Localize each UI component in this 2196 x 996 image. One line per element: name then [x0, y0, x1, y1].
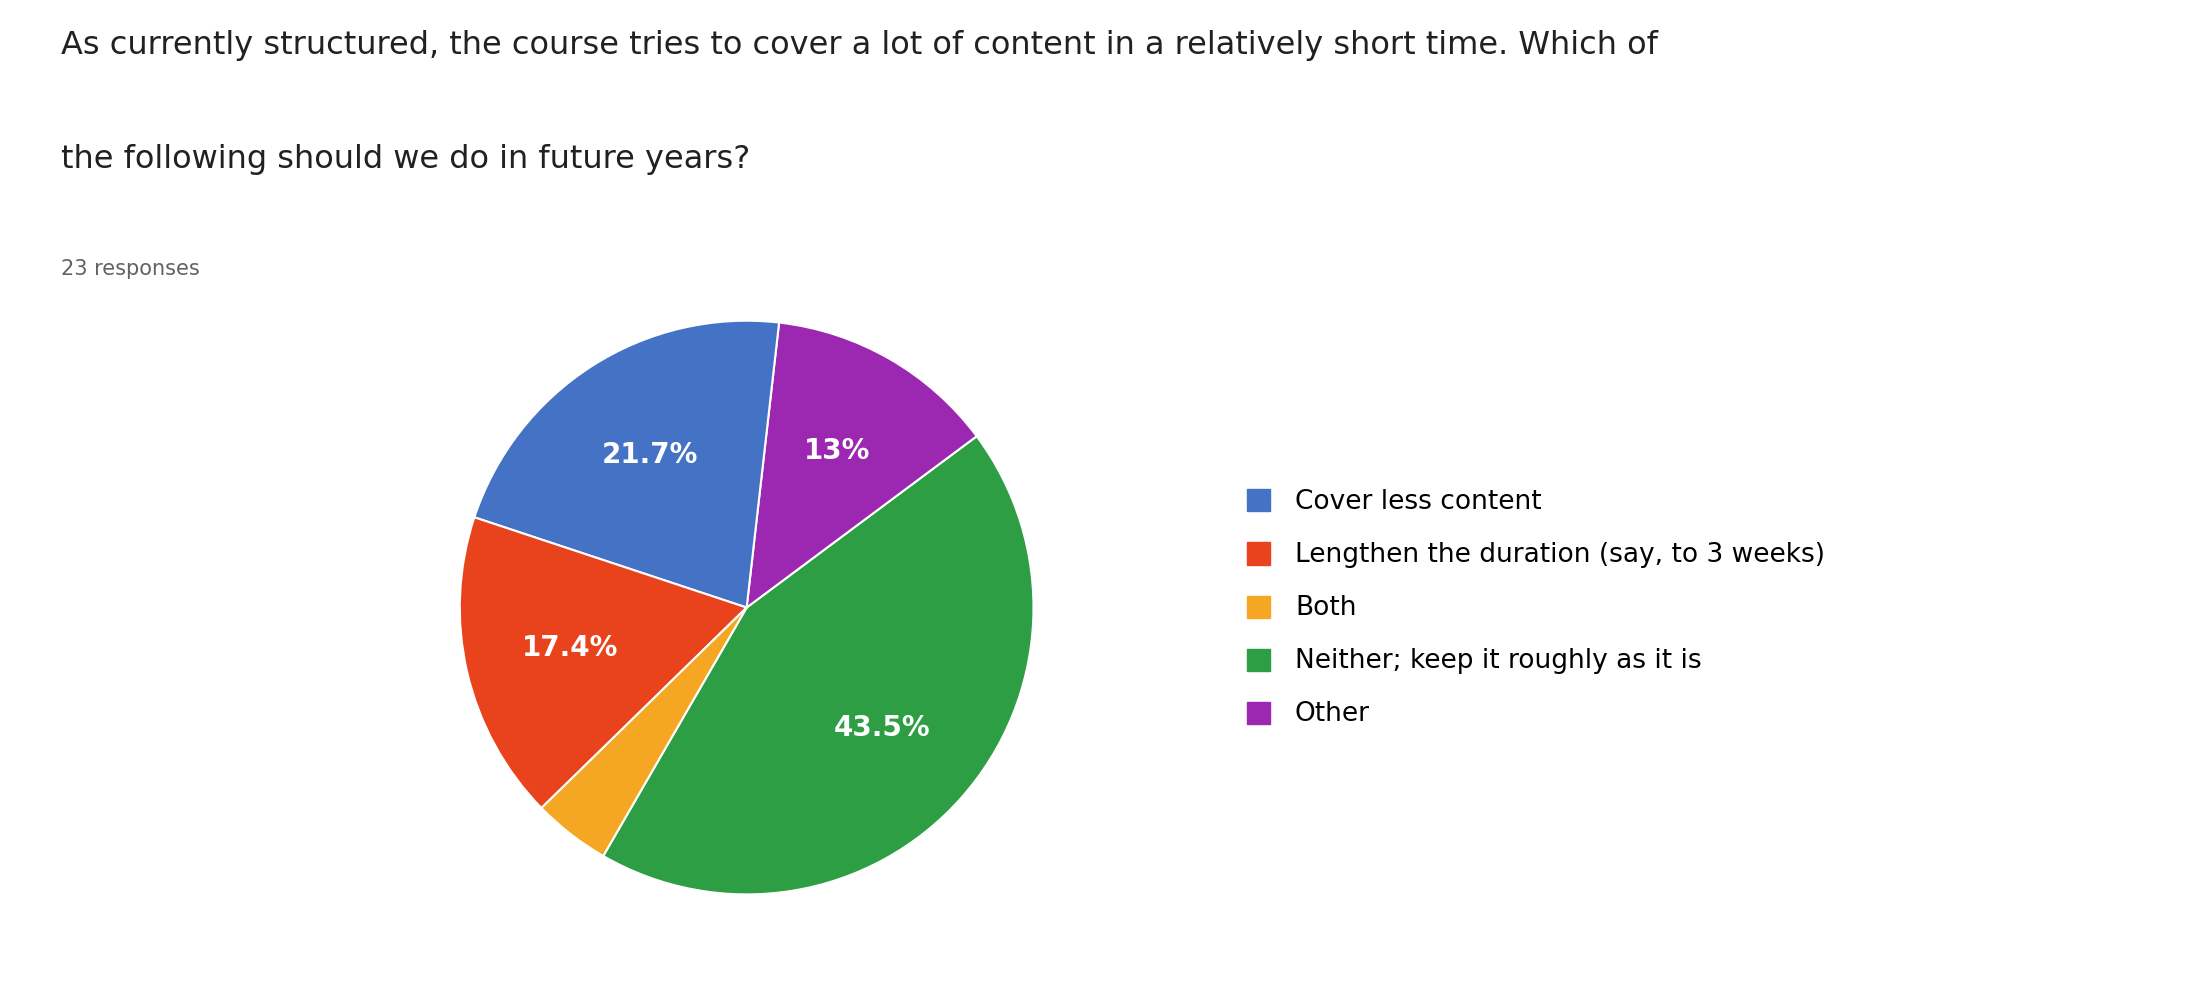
Text: 21.7%: 21.7% [602, 441, 698, 469]
Wedge shape [604, 436, 1034, 894]
Text: 43.5%: 43.5% [832, 714, 929, 742]
Wedge shape [747, 323, 977, 608]
Text: the following should we do in future years?: the following should we do in future yea… [61, 144, 751, 175]
Text: As currently structured, the course tries to cover a lot of content in a relativ: As currently structured, the course trie… [61, 30, 1658, 61]
Wedge shape [542, 608, 747, 856]
Text: 13%: 13% [804, 437, 870, 465]
Wedge shape [474, 321, 780, 608]
Legend: Cover less content, Lengthen the duration (say, to 3 weeks), Both, Neither; keep: Cover less content, Lengthen the duratio… [1247, 488, 1825, 727]
Wedge shape [459, 517, 747, 808]
Text: 17.4%: 17.4% [523, 633, 619, 661]
Text: 23 responses: 23 responses [61, 259, 200, 279]
